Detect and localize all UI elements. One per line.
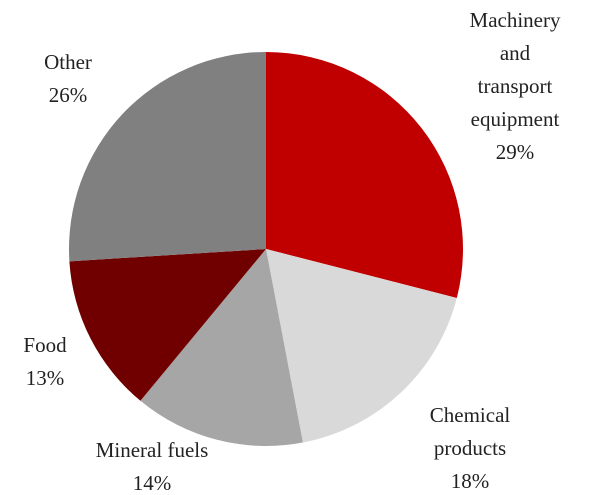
pie-slice [69, 52, 266, 262]
slice-label: Machinery and transport equipment 29% [470, 4, 561, 169]
pie-slice [140, 249, 303, 446]
category-label: Other [44, 50, 92, 74]
value-label: 26% [48, 83, 88, 107]
pie-slice [266, 52, 463, 298]
category-label: Chemical products [429, 403, 511, 460]
pie-slice [266, 249, 457, 443]
slice-label: Chemical products 18% [430, 399, 510, 495]
value-label: 13% [25, 366, 65, 390]
category-label: Machinery and transport equipment [469, 8, 561, 131]
value-label: 29% [495, 140, 535, 164]
slice-label: Mineral fuels 14% [96, 434, 209, 495]
slice-label: Food 13% [23, 329, 66, 395]
category-label: Food [23, 333, 67, 357]
category-label: Mineral fuels [95, 438, 209, 462]
value-label: 14% [132, 471, 172, 495]
pie-slice [69, 249, 266, 401]
slice-label: Other 26% [44, 46, 92, 112]
value-label: 18% [450, 469, 490, 493]
